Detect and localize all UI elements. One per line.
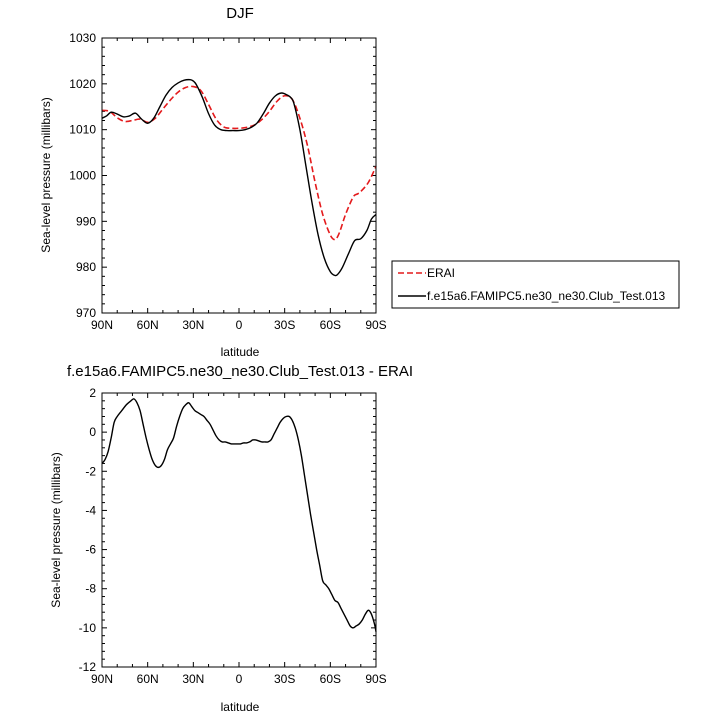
series-lines <box>101 78 377 277</box>
x-tick-label: 90N <box>91 672 113 686</box>
plot-frame <box>101 37 377 314</box>
x-tick-label: 90S <box>365 672 386 686</box>
x-tick-label: 30N <box>182 318 204 332</box>
y-tick-label: 1030 <box>69 31 96 45</box>
x-tick-label: 0 <box>236 672 243 686</box>
y-tick-label: 990 <box>76 214 96 228</box>
x-tick-label: 30N <box>182 672 204 686</box>
chart-panel-bottom: f.e15a6.FAMIPC5.ne30_ne30.Club_Test.013 … <box>49 363 413 714</box>
x-tick-label: 60S <box>320 672 341 686</box>
y-axis-label: Sea-level pressure (millibars) <box>39 97 53 252</box>
y-axis-label: Sea-level pressure (millibars) <box>49 452 63 607</box>
y-tick-label: 980 <box>76 260 96 274</box>
tick-labels: 90N 60N 30N 0 30S 60S 90S 970 980 990 1000 1010 1020… <box>69 31 386 332</box>
tick-labels: 90N 60N 30N 0 30S 60S 90S -12 -10 -8 -6 -4 -2 0 2 <box>79 386 387 686</box>
x-axis-label: latitude <box>221 345 260 359</box>
y-tick-label: -4 <box>85 503 96 517</box>
chart-title: f.e15a6.FAMIPC5.ne30_ne30.Club_Test.013 … <box>67 363 413 380</box>
x-tick-label: 90N <box>91 318 113 332</box>
y-tick-label: 1010 <box>69 123 96 137</box>
x-tick-label: 60S <box>320 318 341 332</box>
y-tick-label: -10 <box>79 621 97 635</box>
series-line-difference <box>101 398 377 632</box>
y-tick-label: 1000 <box>69 169 96 183</box>
tick-marks <box>101 37 377 314</box>
y-tick-label: 1020 <box>69 77 96 91</box>
x-tick-label: 90S <box>365 318 386 332</box>
y-tick-label: -12 <box>79 660 97 674</box>
tick-marks <box>101 392 377 668</box>
x-tick-label: 30S <box>274 672 295 686</box>
y-tick-label: -2 <box>85 464 96 478</box>
x-tick-label: 0 <box>236 318 243 332</box>
y-tick-label: -6 <box>85 543 96 557</box>
x-tick-label: 60N <box>137 672 159 686</box>
legend-label-erai: ERAI <box>427 266 455 280</box>
chart-title: DJF <box>226 5 254 22</box>
legend: ERAI f.e15a6.FAMIPC5.ne30_ne30.Club_Test… <box>391 260 680 309</box>
x-tick-label: 30S <box>274 318 295 332</box>
series-line-erai <box>101 85 377 241</box>
x-tick-label: 60N <box>137 318 159 332</box>
series-line-model <box>101 78 377 277</box>
y-tick-label: 0 <box>89 425 96 439</box>
y-tick-label: 2 <box>89 386 96 400</box>
y-tick-label: 970 <box>76 306 96 320</box>
x-axis-label: latitude <box>221 700 260 714</box>
series-lines <box>101 398 377 632</box>
legend-label-model: f.e15a6.FAMIPC5.ne30_ne30.Club_Test.013 <box>427 289 665 303</box>
legend-box <box>391 260 680 309</box>
plot-frame <box>101 392 377 668</box>
chart-panel-top: DJF Sea-level pressure (millibars) latit… <box>39 5 387 359</box>
y-tick-label: -8 <box>85 582 96 596</box>
